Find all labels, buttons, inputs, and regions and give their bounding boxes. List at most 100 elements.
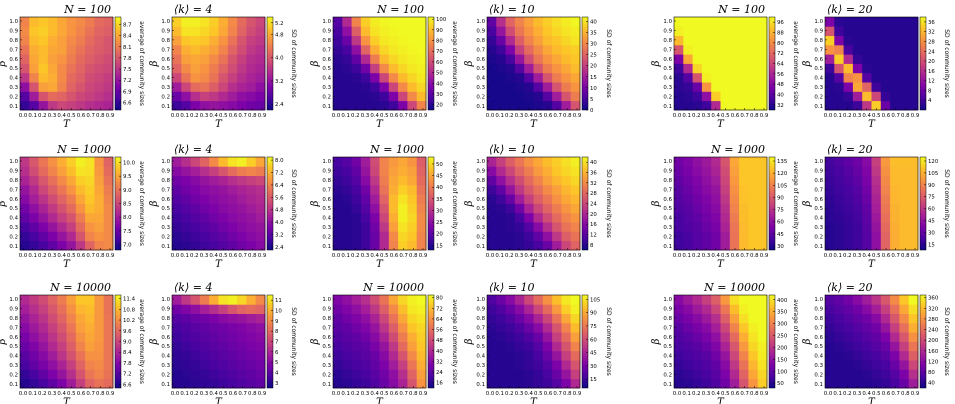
heatmap-cell	[190, 44, 201, 55]
colorbar-tick-label: 3	[275, 381, 278, 387]
heatmap-cell	[570, 231, 581, 242]
heatmap-cell	[370, 240, 380, 251]
heatmap-cell	[66, 350, 77, 361]
y-tick-label: 0.7	[161, 325, 170, 331]
heatmap-cell	[190, 332, 201, 342]
heatmap-cell	[890, 341, 900, 352]
panel-title: N = 1000	[369, 143, 424, 156]
heatmap-cell	[38, 100, 49, 111]
heatmap-cell	[739, 54, 749, 64]
heatmap-cell	[190, 360, 201, 370]
heatmap-cell	[360, 157, 371, 167]
heatmap-cell	[729, 54, 740, 64]
heatmap-cell	[190, 35, 201, 46]
heatmap-cell	[533, 35, 544, 46]
heatmap-cell	[227, 341, 238, 352]
heatmap-cell	[85, 175, 95, 186]
heatmap-cell	[20, 378, 30, 389]
y-tick-label: 0.8	[161, 38, 170, 44]
heatmap-cell	[674, 82, 684, 92]
x-tick-label: 0.9	[573, 253, 582, 259]
heatmap-cell	[333, 166, 343, 176]
heatmap-cell	[496, 72, 506, 83]
heatmap-cell	[237, 184, 247, 195]
heatmap-cell	[843, 175, 854, 186]
heatmap-cell	[701, 222, 712, 232]
heatmap-cell	[75, 184, 86, 195]
heatmap-cell	[227, 72, 238, 83]
heatmap-cell	[47, 369, 58, 380]
heatmap-cell	[181, 166, 191, 176]
colorbar-tick-label: 9.0	[123, 340, 132, 346]
y-axis-label: β	[149, 200, 160, 207]
heatmap-cell	[496, 231, 506, 242]
heatmap-cell	[852, 222, 863, 232]
colorbar-label: SD of community sizes	[290, 29, 297, 98]
heatmap-cell	[561, 231, 572, 242]
heatmap-cell	[880, 82, 891, 92]
heatmap-cell	[570, 44, 581, 55]
heatmap-cell	[209, 157, 219, 167]
heatmap-cell	[908, 166, 919, 176]
heatmap-cell	[181, 304, 191, 314]
heatmap-cell	[496, 369, 506, 380]
heatmap-cell	[388, 341, 399, 352]
heatmap-cell	[94, 63, 105, 74]
heatmap-cell	[908, 157, 919, 167]
x-axis-label: T	[376, 119, 384, 130]
x-tick-label: 0.8	[901, 113, 910, 119]
x-tick-label: 0.8	[409, 113, 418, 119]
x-tick-label: 0.9	[106, 113, 115, 119]
heatmap-cell	[674, 26, 684, 36]
heatmap-cell	[890, 360, 900, 370]
colorbar-tick-label: 7.0	[123, 243, 132, 249]
heatmap-cell	[899, 212, 910, 223]
heatmap-cell	[748, 175, 759, 186]
heatmap-cell	[66, 240, 77, 251]
colorbar-label: average of community sizes	[792, 161, 799, 246]
heatmap-cell	[683, 332, 693, 342]
heatmap-cell	[542, 350, 553, 361]
heatmap-cell	[524, 341, 534, 352]
heatmap-cell	[674, 341, 684, 352]
heatmap-cell	[416, 17, 427, 27]
heatmap-cell	[524, 26, 534, 36]
heatmap-cell	[47, 194, 58, 204]
heatmap-cell	[701, 203, 712, 214]
x-tick-label: 0.1	[495, 391, 504, 397]
heatmap-cell	[172, 35, 182, 46]
heatmap-cell	[524, 72, 534, 83]
heatmap-cell	[701, 194, 712, 204]
y-tick-label: 0.3	[814, 363, 823, 369]
heatmap-cell	[360, 166, 371, 176]
heatmap-cell	[20, 369, 30, 380]
heatmap-cell	[683, 17, 693, 27]
heatmap-cell	[38, 54, 49, 64]
heatmap-cell	[94, 212, 105, 223]
y-tick-label: 0.3	[322, 85, 331, 91]
heatmap-cell	[190, 369, 201, 380]
colorbar-tick-label: 8	[590, 243, 594, 249]
heatmap-cell	[908, 100, 919, 111]
heatmap-cell	[843, 322, 854, 333]
heatmap-cell	[739, 72, 749, 83]
colorbar-tick-label: 8.0	[123, 215, 132, 221]
heatmap-cell	[398, 100, 408, 111]
heatmap-cell	[862, 369, 872, 380]
heatmap-cell	[825, 157, 835, 167]
heatmap-cell	[570, 82, 581, 92]
colorbar-tick-label: 120	[928, 159, 939, 165]
heatmap-cell	[75, 231, 86, 242]
colorbar-tick-label: 56	[436, 328, 443, 334]
y-axis-label: β	[310, 338, 321, 345]
heatmap-cell	[94, 369, 105, 380]
y-tick-label: 0.5	[663, 344, 672, 350]
y-tick-label: 0.4	[9, 216, 18, 222]
heatmap-cell	[94, 203, 105, 214]
colorbar	[114, 16, 122, 111]
x-tick-label: 0.0	[19, 391, 28, 397]
heatmap-cell	[85, 332, 95, 342]
heatmap-cell	[218, 17, 229, 27]
y-tick-label: 0.7	[161, 187, 170, 193]
heatmap-cell	[38, 360, 49, 370]
